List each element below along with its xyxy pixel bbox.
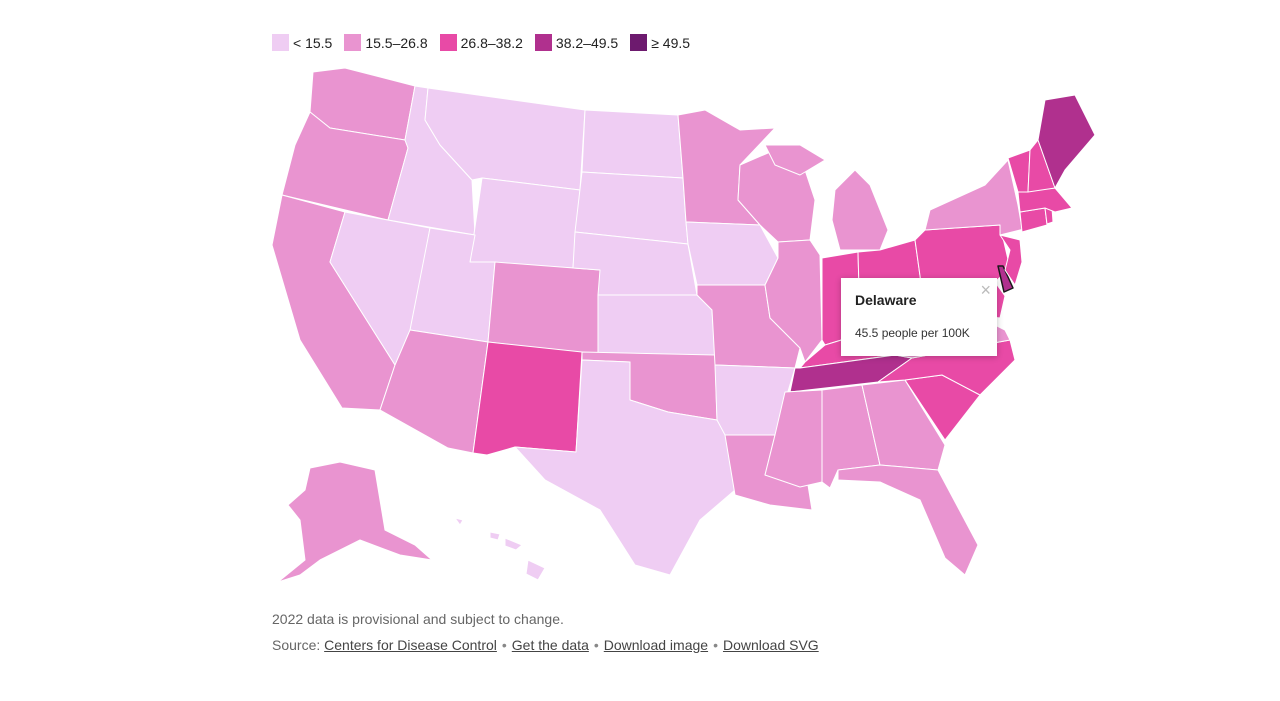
legend-swatch xyxy=(439,34,457,51)
legend-swatch xyxy=(534,34,552,51)
state-NJ[interactable] xyxy=(999,234,1023,286)
source-line: Source: Centers for Disease Control • Get … xyxy=(272,637,819,653)
state-NM[interactable] xyxy=(472,341,583,456)
state-MI[interactable] xyxy=(764,144,889,251)
state-tooltip: Delaware 45.5 people per 100K × xyxy=(841,278,997,356)
source-label: Source: xyxy=(272,637,321,653)
legend: < 15.5 15.5–26.8 26.8–38.2 38.2–49.5 ≥ 4… xyxy=(272,34,690,51)
separator-dot: • xyxy=(713,637,718,653)
legend-label: < 15.5 xyxy=(293,34,333,51)
state-FL[interactable] xyxy=(837,464,979,576)
state-IA[interactable] xyxy=(685,221,779,286)
state-HI[interactable] xyxy=(454,517,546,581)
legend-label: 38.2–49.5 xyxy=(555,34,619,51)
cdc-link[interactable]: Centers for Disease Control xyxy=(324,637,497,653)
tooltip-value: 45.5 people per 100K xyxy=(855,326,970,340)
state-TX[interactable] xyxy=(514,359,736,576)
state-SD[interactable] xyxy=(574,171,689,245)
legend-item: 38.2–49.5 xyxy=(534,34,619,51)
get-data-link[interactable]: Get the data xyxy=(511,637,589,653)
state-AK[interactable] xyxy=(277,461,433,583)
download-image-link[interactable]: Download image xyxy=(603,637,709,653)
state-WY[interactable] xyxy=(469,177,581,269)
legend-item: 26.8–38.2 xyxy=(439,34,523,51)
state-DE[interactable] xyxy=(997,265,1014,293)
legend-item: ≥ 49.5 xyxy=(630,34,690,51)
state-IL[interactable] xyxy=(764,239,823,363)
state-ME[interactable] xyxy=(1037,94,1096,189)
legend-item: 15.5–26.8 xyxy=(344,34,428,51)
data-note: 2022 data is provisional and subject to … xyxy=(272,611,564,627)
legend-swatch xyxy=(272,34,289,51)
legend-label: 26.8–38.2 xyxy=(460,34,523,51)
tooltip-title: Delaware xyxy=(855,292,917,308)
legend-swatch xyxy=(344,34,362,51)
state-ND[interactable] xyxy=(581,109,684,179)
legend-item: < 15.5 xyxy=(272,34,332,51)
legend-label: 15.5–26.8 xyxy=(365,34,428,51)
download-svg-link[interactable]: Download SVG xyxy=(722,637,819,653)
close-icon[interactable]: × xyxy=(980,280,991,300)
state-CO[interactable] xyxy=(487,261,601,356)
separator-dot: • xyxy=(501,637,507,653)
legend-label: ≥ 49.5 xyxy=(651,34,691,51)
separator-dot: • xyxy=(593,637,599,653)
state-KS[interactable] xyxy=(597,294,716,356)
legend-swatch xyxy=(630,34,648,51)
